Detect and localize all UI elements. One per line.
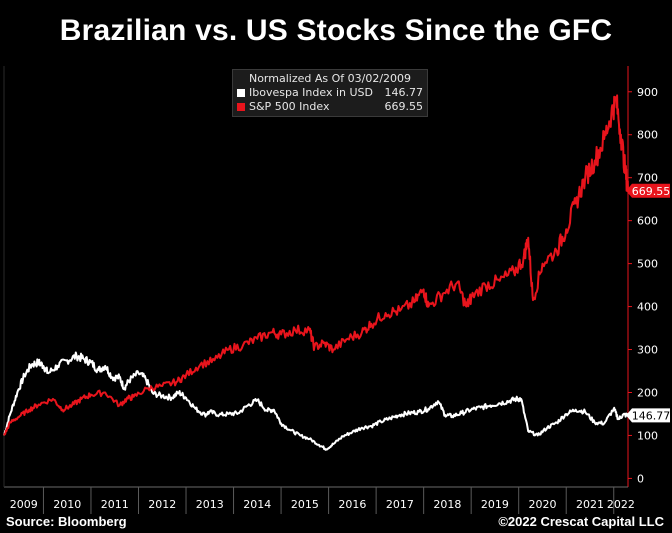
end-label-tag (626, 183, 670, 198)
series-layer (3, 94, 629, 451)
x-axis-ticks: 2009 2010 2011 2012 2013 2014 2015 2016 2017 2018… (10, 487, 635, 514)
plot-frame (3, 66, 629, 488)
end-labels: 669.55 146.77 (626, 183, 671, 423)
y-tick-label-400: 400 (637, 301, 658, 314)
series-line-sp500 (3, 94, 629, 436)
y-tick-label-800: 800 (637, 129, 658, 142)
x-tick-label-2021: 2021 (576, 498, 604, 511)
legend-value-ibovespa: 146.77 (384, 86, 424, 99)
legend-swatch-sp500 (237, 103, 245, 111)
y-tick-label-0: 0 (637, 472, 644, 485)
x-tick-label-2009: 2009 (10, 498, 38, 511)
y-tick-label-600: 600 (637, 215, 658, 228)
end-label-text: 669.55 (632, 185, 671, 198)
x-tick-label-2018: 2018 (433, 498, 461, 511)
y-tick-label-200: 200 (637, 386, 658, 399)
end-label-sp500: 669.55 (626, 183, 671, 198)
x-tick-label-2013: 2013 (196, 498, 224, 511)
x-tick-label-2010: 2010 (53, 498, 81, 511)
legend-value-sp500: 669.55 (384, 100, 424, 113)
end-label-ibovespa: 146.77 (626, 408, 671, 423)
x-tick-label-2014: 2014 (243, 498, 271, 511)
legend-header: Normalized As Of 03/02/2009 (248, 72, 412, 85)
x-tick-label-2017: 2017 (386, 498, 414, 511)
y-tick-label-900: 900 (637, 86, 658, 99)
legend-label-sp500: S&P 500 Index (249, 100, 330, 113)
x-tick-label-2016: 2016 (338, 498, 366, 511)
series-line-ibovespa (3, 351, 629, 451)
y-axis-ticks: 0 100 200 300 400 500 600 700 800 900 (628, 86, 658, 485)
legend-label-ibovespa: Ibovespa Index in USD (249, 86, 373, 99)
end-label-tag (626, 408, 670, 423)
x-tick-label-2015: 2015 (291, 498, 319, 511)
x-tick-label-2020: 2020 (528, 498, 556, 511)
legend-swatch-ibovespa (237, 89, 245, 97)
legend-item-ibovespa: Ibovespa Index in USD 146.77 (237, 86, 423, 100)
y-tick-label-700: 700 (637, 172, 658, 185)
chart-title: Brazilian vs. US Stocks Since the GFC (59, 14, 613, 47)
y-tick-label-500: 500 (637, 258, 658, 271)
x-tick-label-2022: 2022 (607, 498, 635, 511)
x-tick-label-2012: 2012 (148, 498, 176, 511)
copyright-label: ©2022 Crescat Capital LLC (498, 514, 664, 529)
y-tick-label-100: 100 (637, 429, 658, 442)
x-tick-label-2019: 2019 (481, 498, 509, 511)
y-tick-label-300: 300 (637, 344, 658, 357)
chart-legend: Normalized As Of 03/02/2009 Ibovespa Ind… (232, 69, 428, 117)
x-tick-label-2011: 2011 (101, 498, 129, 511)
end-label-text: 146.77 (632, 409, 671, 422)
source-label: Source: Bloomberg (6, 514, 127, 529)
legend-item-sp500: S&P 500 Index 669.55 (237, 100, 423, 114)
